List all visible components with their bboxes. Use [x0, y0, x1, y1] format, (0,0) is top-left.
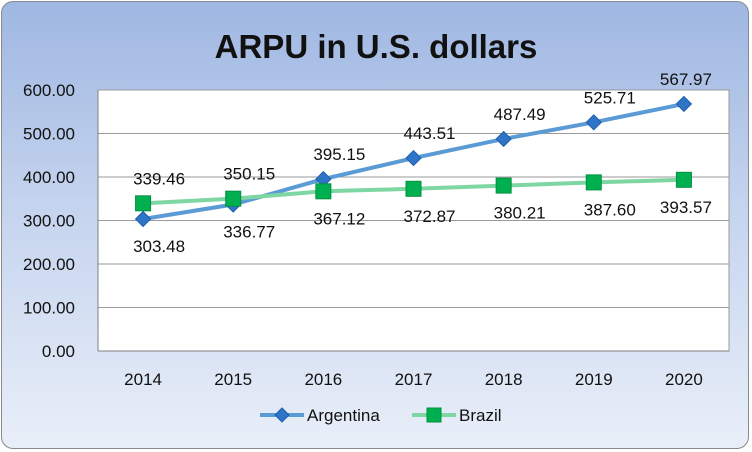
data-label: 393.57 [660, 198, 712, 217]
x-tick-label: 2016 [304, 370, 342, 389]
x-tick-label: 2014 [124, 370, 162, 389]
x-tick-label: 2019 [575, 370, 613, 389]
data-point [495, 130, 512, 148]
y-tick-label: 100.00 [23, 299, 75, 318]
data-point [585, 174, 602, 191]
x-tick-label: 2015 [214, 370, 252, 389]
gridlines [98, 89, 729, 308]
legend-label: Argentina [307, 406, 380, 425]
chart-title: ARPU in U.S. dollars [215, 28, 538, 65]
data-label: 339.46 [133, 169, 185, 188]
series-group [134, 95, 693, 228]
data-label: 336.77 [223, 223, 275, 242]
x-tick-label: 2018 [485, 370, 523, 389]
data-label: 380.21 [494, 204, 546, 223]
data-point [675, 95, 693, 113]
legend-marker [274, 407, 290, 423]
data-point [134, 210, 152, 228]
data-label: 387.60 [584, 200, 636, 219]
data-label: 395.15 [313, 145, 365, 164]
x-tick-label: 2020 [665, 370, 703, 389]
legend: Argentina Brazil [260, 406, 502, 425]
y-tick-label: 600.00 [23, 81, 75, 100]
data-point [675, 171, 692, 188]
data-label: 525.71 [584, 88, 636, 107]
data-point [495, 177, 512, 194]
data-label: 303.48 [133, 237, 185, 256]
data-point [135, 195, 152, 212]
data-label: 487.49 [494, 105, 546, 124]
axes: 0.00 100.00 200.00 300.00 400.00 500.00 600.00… [23, 81, 729, 389]
legend-marker [426, 407, 442, 423]
data-point [315, 183, 332, 200]
y-tick-label: 300.00 [23, 212, 75, 231]
y-tick-label: 200.00 [23, 255, 75, 274]
data-label: 367.12 [313, 209, 365, 228]
data-point [405, 149, 422, 167]
y-tick-label: 0.00 [42, 342, 75, 361]
data-point [225, 190, 242, 207]
data-label: 350.15 [223, 165, 275, 184]
y-tick-label: 400.00 [23, 168, 75, 187]
data-label: 372.87 [404, 207, 456, 226]
x-tick-label: 2017 [395, 370, 433, 389]
data-labels: 303.48 336.77 395.15 443.51 487.49 525.71 567.… [133, 70, 712, 256]
data-label: 567.97 [660, 70, 712, 89]
data-point [405, 180, 422, 197]
data-point [585, 114, 602, 131]
data-label: 443.51 [404, 124, 456, 143]
y-tick-label: 500.00 [23, 125, 75, 144]
legend-label: Brazil [459, 406, 502, 425]
